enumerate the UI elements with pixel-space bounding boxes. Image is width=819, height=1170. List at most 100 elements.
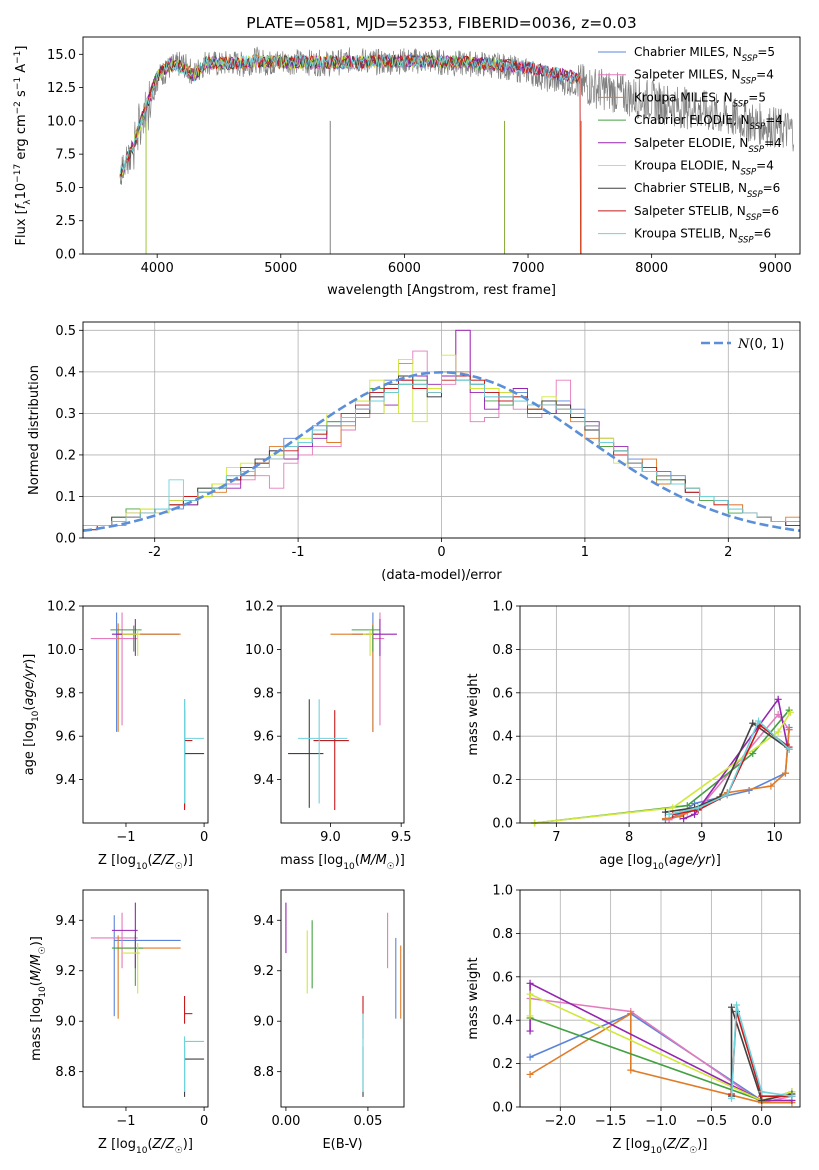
y-tick-label: 10.0 bbox=[47, 114, 76, 129]
y-axis-label-part: ( bbox=[22, 706, 37, 711]
x-axis-label-part: ( bbox=[147, 1137, 152, 1152]
y-axis-label-part: age [log bbox=[22, 722, 37, 775]
y-tick-label: 8.8 bbox=[55, 1065, 76, 1080]
plot-area-ebv-mass bbox=[285, 902, 402, 1097]
x-tick-label: 9.0 bbox=[320, 830, 341, 845]
legend-text: Kroupa ELODIE, N bbox=[634, 159, 741, 173]
weight-marker bbox=[755, 717, 763, 725]
weight-marker bbox=[627, 1010, 635, 1018]
model-spectrum-4 bbox=[119, 54, 504, 177]
legend-text: Chabrier MILES, N bbox=[634, 45, 742, 59]
x-axis-label-part: )] bbox=[395, 853, 405, 868]
y-axis-label-part: f bbox=[14, 202, 29, 209]
y-axis-label-part: M/M bbox=[29, 954, 44, 981]
x-tick-label: 0 bbox=[200, 1114, 208, 1129]
y-tick-label: 12.5 bbox=[47, 81, 76, 96]
weight-marker bbox=[788, 1092, 796, 1100]
x-tick-label: 0.00 bbox=[271, 1114, 300, 1129]
y-tick-label: 0.8 bbox=[492, 643, 513, 658]
legend-entry: N(0, 1) bbox=[737, 337, 784, 352]
x-tick-label: −1 bbox=[116, 830, 135, 845]
weight-line-6 bbox=[534, 711, 792, 824]
x-axis-label-part: ( bbox=[662, 1137, 667, 1152]
legend-entry: Salpeter ELODIE, NSSP=4 bbox=[634, 136, 782, 155]
axes-frame bbox=[82, 605, 209, 824]
y-tick-label: 10.2 bbox=[245, 600, 274, 615]
y-tick-label: 10.2 bbox=[47, 600, 76, 615]
x-tick-label: 1 bbox=[581, 545, 589, 560]
legend-entry: Chabrier ELODIE, NSSP=4 bbox=[634, 113, 783, 132]
x-tick-label: 0 bbox=[200, 830, 208, 845]
weight-marker bbox=[749, 750, 757, 758]
plot-area-mass-age bbox=[288, 612, 397, 810]
x-axis-label-part: Z/Z bbox=[152, 1137, 176, 1152]
weight-marker bbox=[526, 1070, 534, 1078]
panel-spectrum: 4000 5000 6000 7000 8000 9000 0.0 2.5 5.0 7.5 10.0… bbox=[47, 36, 801, 276]
legend-entry: Salpeter MILES, NSSP=4 bbox=[634, 68, 774, 87]
weight-line-9 bbox=[730, 1004, 793, 1099]
legend-entry: Salpeter STELIB, NSSP=6 bbox=[634, 204, 779, 223]
legend-sub: SSP bbox=[741, 77, 757, 87]
frame-residuals: -2 -1 0 1 2 0.0 0.1 0.2 0.3 0.4 0.5 bbox=[55, 321, 801, 560]
y-tick-label: 9.8 bbox=[55, 686, 76, 701]
y-tick-label: 9.8 bbox=[253, 686, 274, 701]
y-axis-label-part: −1 bbox=[13, 77, 23, 90]
frame-ebv-mass: 0.00 0.05 8.8 9.0 9.2 9.4 bbox=[253, 889, 405, 1129]
y-tick-label: 9.4 bbox=[55, 914, 76, 929]
weight-marker bbox=[785, 726, 793, 734]
y-tick-label: 9.6 bbox=[253, 730, 274, 745]
x-tick-label: 9 bbox=[698, 830, 706, 845]
y-axis-label-part: −1 bbox=[13, 51, 23, 64]
legend-text: Salpeter STELIB, N bbox=[634, 204, 746, 218]
x-axis-label: wavelength [Angstrom, rest frame] bbox=[327, 283, 556, 298]
x-axis-label-part: 10 bbox=[136, 862, 148, 872]
y-axis-label-part: Normed distribution bbox=[27, 365, 42, 495]
x-tick-label: 0 bbox=[437, 545, 445, 560]
legend-entry: Chabrier STELIB, NSSP=6 bbox=[634, 181, 780, 200]
legend-sub: SSP bbox=[738, 236, 754, 246]
weight-marker bbox=[526, 990, 534, 998]
y-tick-label: 0.0 bbox=[55, 248, 76, 263]
y-tick-label: 9.4 bbox=[253, 773, 274, 788]
weight-marker bbox=[526, 1012, 534, 1020]
x-axis-label-part: Z/Z bbox=[666, 1137, 690, 1152]
weight-marker bbox=[785, 745, 793, 753]
axes-frame bbox=[280, 889, 405, 1108]
y-axis-label-part: 10 bbox=[38, 986, 48, 998]
y-tick-label: 2.5 bbox=[55, 214, 76, 229]
axes-frame bbox=[82, 889, 209, 1108]
y-axis-label: mass weight bbox=[466, 957, 481, 1039]
axes-frame bbox=[519, 605, 801, 824]
legend-sub: SSP bbox=[741, 168, 757, 178]
x-axis-label-part: ☉ bbox=[175, 1146, 183, 1156]
plot-area-z-mass bbox=[90, 902, 205, 1097]
legend-value: =5 bbox=[748, 90, 766, 104]
x-axis-label: age [log10(age/yr)] bbox=[599, 853, 721, 872]
x-axis-label-part: M/M bbox=[360, 853, 387, 868]
y-axis-label-part: −17 bbox=[13, 164, 23, 183]
x-tick-label: 0.05 bbox=[353, 1114, 382, 1129]
legend-text: (0, 1) bbox=[749, 337, 784, 352]
x-axis-label-part: age [log bbox=[599, 853, 652, 868]
y-tick-label: 9.2 bbox=[253, 964, 274, 979]
y-tick-label: 0.0 bbox=[55, 532, 76, 547]
x-tick-label: 6000 bbox=[388, 261, 421, 276]
y-axis-label-part: ] bbox=[14, 46, 29, 51]
y-tick-label: 0.4 bbox=[492, 730, 513, 745]
frame-mass-age: 9.0 9.5 9.4 9.6 9.8 10.0 10.2 bbox=[245, 600, 411, 846]
x-axis-label-part: )] bbox=[183, 1137, 193, 1152]
y-tick-label: 0.2 bbox=[492, 773, 513, 788]
y-axis-label-part: −2 bbox=[13, 101, 23, 114]
panel-z-weight: −2.0 −1.5 −1.0 −0.5 0.0 0.0 0.2 0.4 0.6 0.8 1.0 bbox=[492, 884, 801, 1129]
weight-marker bbox=[774, 728, 782, 736]
y-tick-label: 0.5 bbox=[55, 324, 76, 339]
x-axis-label-part: ( bbox=[355, 853, 360, 868]
weight-marker bbox=[676, 812, 684, 820]
y-axis-label: mass weight bbox=[466, 673, 481, 755]
frame-age-weight: 7 8 9 10 0.0 0.2 0.4 0.6 0.8 1.0 bbox=[492, 600, 801, 845]
legend-text: N bbox=[737, 337, 750, 352]
x-tick-label: 7 bbox=[552, 830, 560, 845]
y-axis-label-part: s bbox=[14, 90, 29, 101]
y-tick-label: 0.0 bbox=[492, 817, 513, 832]
y-axis-label: Flux [fλ10−17 erg cm−2 s−1 A−1] bbox=[13, 46, 33, 246]
